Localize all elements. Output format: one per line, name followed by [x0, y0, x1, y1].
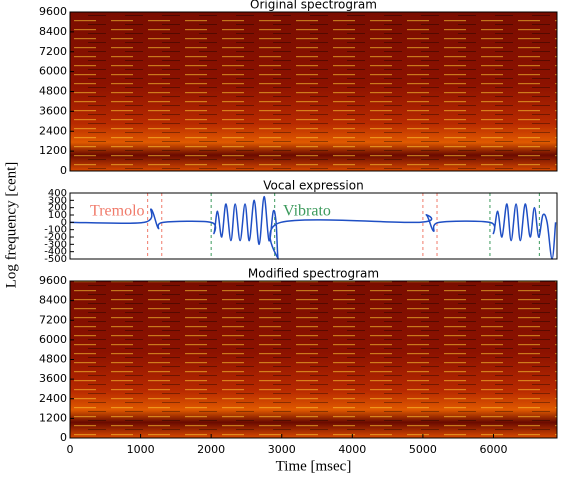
x-tick-label: 5000: [409, 443, 437, 456]
y-tick-label: 3600: [39, 104, 67, 117]
y-tick-label: 6000: [39, 333, 67, 346]
y-tick-label: -100: [44, 225, 67, 236]
x-tick-label: 2000: [197, 443, 225, 456]
annotation: Tremolo: [90, 203, 145, 220]
y-tick-label: 2400: [39, 392, 67, 405]
y-tick-label: 0: [61, 217, 67, 228]
y-tick-label: 3600: [39, 372, 67, 385]
plot-frame: [69, 192, 558, 260]
x-tick-label: 4000: [338, 443, 366, 456]
annotation: Vibrato: [283, 203, 331, 220]
y-tick-label: 300: [48, 195, 67, 206]
y-tick-label: 8400: [39, 25, 67, 38]
y-tick-label: 100: [48, 210, 67, 221]
y-tick-label: -300: [44, 239, 67, 250]
x-tick-label: 6000: [479, 443, 507, 456]
y-tick-label: -200: [44, 232, 67, 243]
panel-title: Original spectrogram: [250, 0, 377, 12]
series-line: [69, 195, 557, 260]
y-axis-label: Log frequency [cent]: [3, 162, 19, 289]
y-tick-label: 9600: [39, 274, 67, 287]
plots: Original spectrogram 0 1200 2400 3600 4800 600…: [3, 0, 558, 474]
y-tick-label: 2400: [39, 124, 67, 137]
panel-title: Vocal expression: [263, 179, 363, 193]
spectrogram-texture: [70, 281, 557, 438]
y-tick-label: 1200: [39, 411, 67, 424]
y-tick-label: -400: [44, 247, 67, 258]
x-axis-label: Time [msec]: [276, 458, 352, 474]
y-tick-label: 400: [48, 188, 67, 199]
y-tick-label: 4800: [39, 353, 67, 366]
y-tick-label: 7200: [39, 45, 67, 58]
y-tick-label: -500: [44, 254, 67, 265]
y-tick-label: 0: [60, 431, 67, 444]
y-tick-label: 4800: [39, 85, 67, 98]
spectrogram-texture: [70, 12, 557, 171]
x-tick-label: 3000: [268, 443, 296, 456]
y-tick-label: 9600: [39, 5, 67, 18]
y-tick-label: 8400: [39, 294, 67, 307]
x-tick-label: 0: [67, 443, 74, 456]
y-tick-label: 200: [48, 203, 67, 214]
y-tick-label: 6000: [39, 65, 67, 78]
panel-title: Modified spectrogram: [248, 267, 379, 281]
y-tick-label: 1200: [39, 144, 67, 157]
y-tick-label: 0: [60, 164, 67, 177]
x-tick-label: 1000: [127, 443, 155, 456]
y-tick-label: 7200: [39, 313, 67, 326]
